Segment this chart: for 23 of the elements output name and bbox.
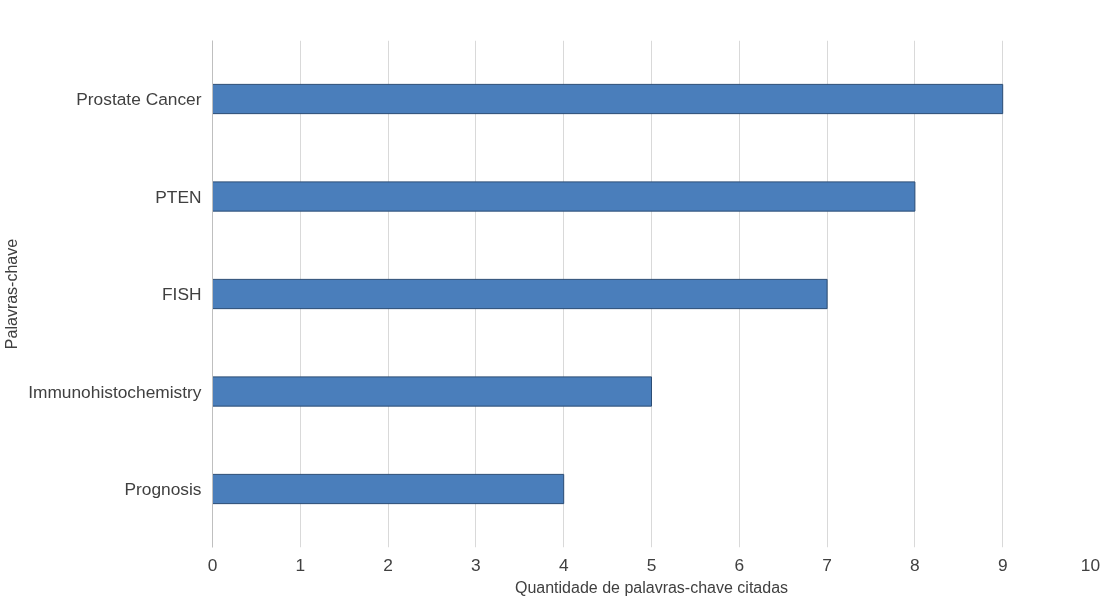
bar bbox=[212, 473, 565, 505]
y-axis-title: Palavras-chave bbox=[3, 238, 21, 350]
y-tick-label: Prognosis bbox=[124, 479, 202, 499]
x-tick-label: 1 bbox=[295, 554, 306, 575]
x-tick-label: 6 bbox=[734, 554, 745, 575]
y-tick-label: Immunohistochemistry bbox=[28, 381, 202, 402]
x-tick-label: 5 bbox=[646, 554, 657, 575]
x-tick-label: 10 bbox=[1080, 554, 1101, 575]
x-tick-label: 0 bbox=[207, 554, 218, 575]
x-tick-label: 3 bbox=[471, 554, 481, 575]
bar bbox=[212, 278, 828, 310]
x-axis-title: Quantidade de palavras-chave citadas bbox=[514, 578, 789, 596]
y-tick-label: Prostate Cancer bbox=[76, 89, 202, 109]
x-tick-label: 4 bbox=[558, 554, 569, 575]
y-tick-label: FISH bbox=[162, 284, 202, 304]
bar bbox=[212, 83, 1004, 115]
x-tick-label: 7 bbox=[822, 554, 832, 575]
bar bbox=[212, 376, 652, 407]
y-tick-label: PTEN bbox=[155, 186, 202, 207]
x-tick-label: 9 bbox=[997, 554, 1008, 575]
x-tick-label: 2 bbox=[383, 554, 393, 575]
bar bbox=[212, 181, 916, 212]
x-tick-label: 8 bbox=[910, 554, 920, 575]
